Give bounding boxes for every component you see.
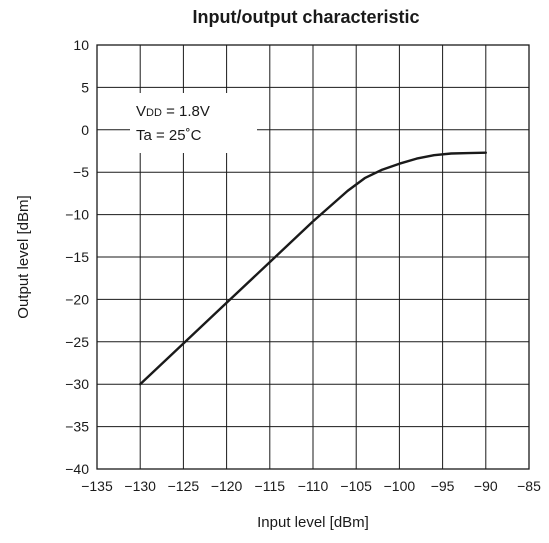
x-tick-labels: −135 −130 −125 −120 −115 −110 −105 −100 −95 −90 −8…: [81, 478, 541, 494]
y-tick-label: 0: [81, 122, 89, 138]
x-tick-label: −105: [340, 478, 372, 494]
x-tick-label: −110: [298, 478, 329, 494]
vdd-value: = 1.8V: [162, 103, 210, 120]
y-tick-label: −5: [73, 164, 89, 180]
annotation-background: [130, 93, 257, 153]
chart-title: Input/output characteristic: [192, 7, 419, 27]
y-tick-label: −15: [65, 249, 89, 265]
y-tick-label: −20: [65, 291, 89, 307]
vdd-subscript: DD: [146, 107, 162, 119]
x-tick-label: −120: [211, 478, 243, 494]
x-tick-label: −125: [168, 478, 200, 494]
x-tick-label: −100: [384, 478, 416, 494]
y-tick-label: −30: [65, 376, 89, 392]
plot-frame: [96, 44, 530, 470]
x-tick-label: −130: [124, 478, 156, 494]
y-tick-label: −35: [65, 419, 89, 435]
y-tick-label: 5: [81, 79, 89, 95]
vdd-annotation: VDD = 1.8V: [136, 103, 210, 120]
x-axis-label: Input level [dBm]: [257, 514, 369, 531]
x-tick-label: −95: [431, 478, 455, 494]
x-tick-label: −90: [474, 478, 498, 494]
y-tick-label: −25: [65, 334, 89, 350]
x-tick-label: −135: [81, 478, 113, 494]
y-axis-label: Output level [dBm]: [15, 195, 32, 318]
x-tick-label: −115: [255, 478, 286, 494]
y-tick-label: 10: [73, 37, 89, 53]
y-tick-labels: −40 −35 −30 −25 −20 −15 −10 −5 0 5 10: [65, 37, 89, 477]
vdd-prefix: V: [136, 103, 146, 120]
y-tick-label: −40: [65, 461, 89, 477]
series-line: [139, 151, 487, 386]
y-tick-label: −10: [65, 207, 89, 223]
x-tick-label: −85: [517, 478, 541, 494]
ta-annotation: Ta = 25˚C: [136, 127, 202, 144]
